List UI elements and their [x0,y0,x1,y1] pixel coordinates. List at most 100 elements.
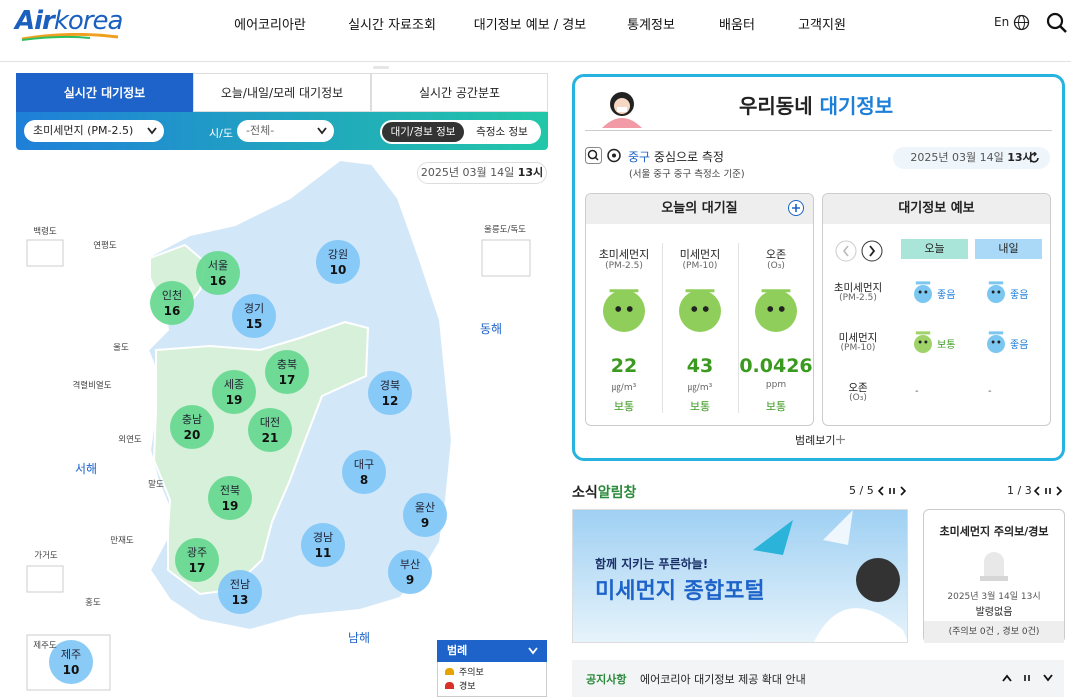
pollutant-text: 초미세먼지 (PM-2.5) [33,124,134,137]
region-value: 17 [279,373,296,387]
nav-item[interactable]: 고객지원 [798,18,846,33]
alert-counts: (주의보 0건 , 경보 0건) [924,621,1064,643]
pollutant-name: 미세먼지 [679,248,721,261]
date: 2025년 03월 14일 [910,151,1004,164]
island-label: 만재도 [110,536,134,546]
nav-item[interactable]: 대기정보 예보 / 경보 [473,18,587,33]
date: 2025년 03월 14일 [420,166,515,179]
news-title: 소식알림창 [572,482,636,502]
chevron [317,127,327,135]
region-value: 17 [189,561,206,575]
region-value: 19 [222,499,239,513]
legend-item: 경보 [459,682,476,692]
refresh-icon[interactable] [1028,152,1040,164]
nav-item[interactable]: 실시간 자료조회 [348,18,436,33]
banner[interactable]: 함께 지키는 푸른하늘! 미세먼지 종합포털 [572,509,908,643]
toggle[interactable]: 대기/경보 정보 [382,122,464,142]
region-text: -전체- [246,124,275,137]
eye [767,306,774,312]
status-icon [914,331,932,353]
plus-icon [836,435,845,444]
status-icon [755,289,797,332]
region-value: 11 [315,546,332,560]
tab[interactable]: 오늘/내일/모레 대기정보 [193,73,371,112]
legend-item: 주의보 [459,668,484,678]
nav-item[interactable]: 통계정보 [627,18,675,33]
search-icon[interactable] [1046,12,1068,34]
pager: 5 / 5 [849,484,874,497]
globe-icon[interactable] [1013,14,1030,31]
nav-item[interactable]: 에어코리아란 [234,18,306,33]
region-value: 12 [382,394,399,408]
region-name: 제주 [61,648,81,661]
legend-link[interactable]: 범례보기 [795,434,836,447]
title-accent: 대기정보 [819,94,894,118]
region-value: 16 [210,274,227,288]
forecast-status: - [988,386,992,397]
face [914,285,932,303]
region-name: 광주 [187,546,207,559]
eye [991,290,995,294]
region-name: 전북 [220,484,240,497]
forecast-status: 보통 [937,340,956,351]
date-pill: 2025년 03월 14일 13시 [417,162,547,184]
region-marker [212,370,256,414]
column-divider [662,243,663,413]
forecast-row-name: 초미세먼지 [833,282,883,294]
pollutant-select[interactable]: 초미세먼지 (PM-2.5) [24,120,164,142]
today-title: 오늘의 대기질 [661,201,738,216]
header-divider [0,61,1071,62]
region-marker [208,476,252,520]
location-name[interactable]: 중구 [628,150,651,164]
logo[interactable]: Airkorea [15,6,123,36]
notice-controls[interactable] [1002,673,1057,683]
region-marker [232,294,276,338]
pollutant-status: 보통 [689,400,711,413]
logo-swoosh [21,33,119,41]
illustration [602,92,642,128]
forecast-row-code: (PM-10) [840,343,876,353]
eye [918,290,922,294]
region-name: 인천 [162,288,182,302]
island-label: 홍도 [85,597,101,608]
sea-label: 동해 [480,322,502,336]
region-marker [150,281,194,325]
legend-header[interactable]: 범례 [437,640,547,662]
region-select[interactable]: -전체- [237,120,334,142]
island-label: 격렬비열도 [72,380,111,391]
plus-button[interactable] [788,200,804,216]
banner-main: 미세먼지 종합포털 [595,579,765,604]
region-marker [248,408,292,452]
toggle[interactable]: 측정소 정보 [476,126,528,138]
pager-controls[interactable] [1034,486,1064,496]
notice-text[interactable]: 에어코리아 대기정보 제공 확대 안내 [640,673,806,686]
nav-item[interactable]: 배움터 [719,18,755,33]
box-header: 오늘의 대기질 [586,194,813,224]
tab[interactable]: 실시간 대기정보 [16,73,193,112]
status-icon [987,331,1005,353]
region-marker [342,450,386,494]
forecast-arrows[interactable] [835,240,885,262]
pollutant-unit: ㎍/m³ [687,383,713,393]
region-marker [316,240,360,284]
island-label: 백령도 [33,226,57,237]
tab[interactable]: 실시간 공간분포 [371,73,548,112]
hour: 13시 [517,166,544,179]
notice-label: 공지사항 [586,673,627,686]
banner-sub: 함께 지키는 푸른하늘! [595,557,709,571]
lang-button[interactable]: En [994,15,1010,29]
land-zone [152,320,370,596]
region-value: 21 [262,431,279,445]
inset-box [26,565,64,593]
region-name: 울산 [415,501,435,514]
pollutant-value: 22 [610,355,638,377]
forecast-status: - [915,386,919,397]
island-label: 울릉도/독도 [484,225,526,235]
pager-controls[interactable] [878,486,908,496]
location-icons[interactable] [585,147,623,164]
news-title-accent: 알림창 [597,485,637,501]
column-divider [738,243,739,413]
face [914,335,932,353]
face [987,335,1005,353]
